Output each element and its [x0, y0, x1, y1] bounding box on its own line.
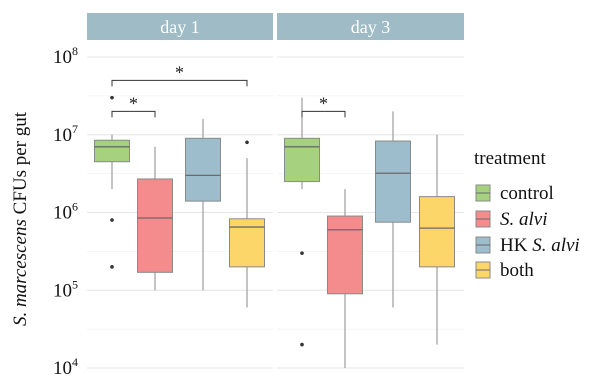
y-tick-label: 105	[53, 277, 78, 301]
outlier-point	[110, 265, 114, 269]
box-body	[94, 139, 130, 163]
y-axis-label: S. marcescens CFUs per gut	[10, 111, 31, 326]
legend-label-part: S. alvi	[500, 209, 548, 230]
box-body	[375, 140, 411, 223]
y-tick-base: 10	[53, 358, 72, 379]
box-s_alvi	[327, 189, 363, 368]
y-tick-exponent: 7	[72, 122, 78, 136]
box-hk_s_alvi	[185, 118, 221, 291]
y-tick-exponent: 6	[72, 200, 78, 214]
y-tick-base: 10	[53, 280, 72, 301]
y-tick-label: 108	[53, 44, 78, 68]
y-tick-exponent: 8	[72, 44, 78, 58]
legend-label-part: both	[500, 260, 534, 281]
legend-label: S. alvi	[500, 209, 548, 230]
legend-item-s_alvi: S. alvi	[475, 209, 548, 230]
facet-strip-label: day 1	[160, 17, 200, 37]
outlier-point	[110, 218, 114, 222]
facet-strip-bg	[277, 13, 464, 40]
legend-item-hk_s_alvi: HK S. alvi	[475, 235, 580, 256]
facet-strip-bg	[87, 13, 273, 40]
box-control	[94, 95, 130, 269]
legend-title: treatment	[474, 148, 546, 169]
box-body	[327, 215, 363, 295]
legend-label: HK S. alvi	[500, 235, 580, 256]
significance-bracket: *	[301, 93, 346, 118]
outlier-point	[245, 140, 249, 145]
legend-label-part: S. alvi	[532, 235, 580, 256]
y-tick-base: 10	[53, 203, 72, 224]
box-s_alvi	[137, 146, 173, 291]
legend-item-both: both	[475, 260, 534, 281]
box-body	[185, 137, 221, 202]
panel-2: day 3 *	[277, 13, 464, 369]
significance-label: *	[175, 62, 184, 82]
legend-label-part: control	[500, 183, 554, 204]
y-tick-label: 106	[53, 200, 78, 224]
y-tick-exponent: 5	[72, 277, 78, 291]
box-body	[137, 178, 173, 273]
significance-label: *	[129, 93, 138, 113]
y-tick-base: 10	[53, 47, 72, 68]
legend-item-control: control	[475, 183, 554, 204]
outlier-point	[110, 95, 114, 100]
legend-label-part: HK	[500, 235, 532, 256]
box-both	[229, 140, 265, 308]
outlier-point	[300, 251, 304, 255]
box-body	[284, 137, 320, 183]
box-body	[419, 196, 455, 268]
panel-1: day 1 * *	[87, 13, 273, 369]
y-tick-label: 104	[53, 355, 78, 379]
facet-strip-label: day 3	[351, 17, 391, 37]
bracket-line	[111, 110, 156, 118]
significance-label: *	[319, 93, 328, 113]
y-axis-label-italic: S. marcescens	[10, 219, 31, 326]
box-hk_s_alvi	[375, 111, 411, 308]
bracket-line	[301, 110, 346, 118]
plot-panels: day 1 * * day 3 *	[87, 13, 464, 369]
bracket-line	[111, 79, 248, 87]
box-control	[284, 97, 320, 347]
outlier-point	[300, 342, 304, 347]
y-tick-exponent: 4	[72, 355, 78, 369]
legend-label: both	[500, 260, 534, 281]
significance-bracket: *	[111, 93, 156, 118]
y-tick-label: 107	[53, 122, 78, 146]
legend-label: control	[500, 183, 554, 204]
y-axis-label-rest: CFUs per gut	[10, 111, 31, 219]
y-tick-base: 10	[53, 125, 72, 146]
significance-bracket: *	[111, 62, 248, 87]
box-both	[419, 134, 455, 345]
box-body	[229, 218, 265, 268]
